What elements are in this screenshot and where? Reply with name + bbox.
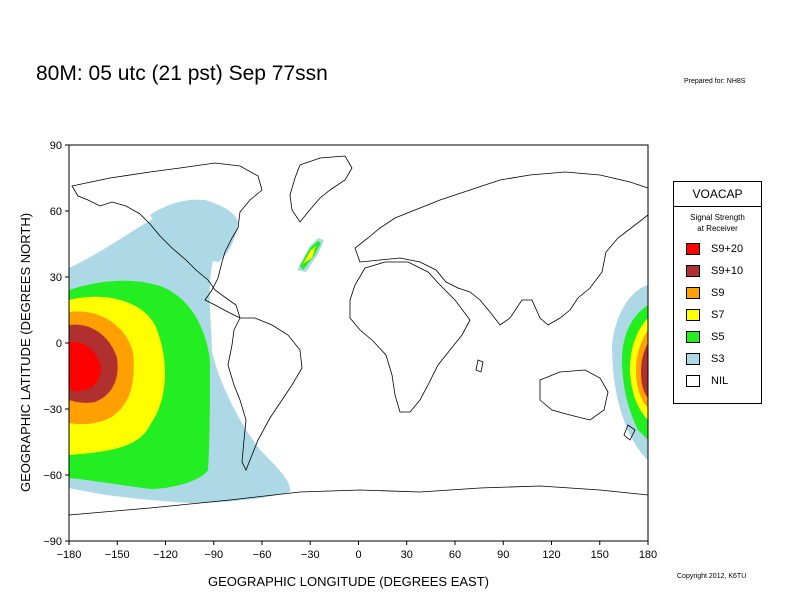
x-tick-labels: −180 −150 −120 −90 −60 −30 0 30 60 90 120 150 180 <box>57 549 658 561</box>
legend-label: S9+20 <box>711 243 744 255</box>
x-tick-label: 60 <box>449 549 461 561</box>
legend-label: S5 <box>711 331 725 343</box>
continent-outlines <box>69 155 648 516</box>
x-axis-label: GEOGRAPHIC LONGITUDE (DEGREES EAST) <box>208 574 489 589</box>
legend-subtitle-line2: at Receiver <box>697 224 738 233</box>
legend-swatch <box>686 243 700 255</box>
y-tick-label: −60 <box>43 470 62 482</box>
legend-label: S3 <box>711 353 725 365</box>
legend-swatch <box>686 309 700 321</box>
legend-swatch <box>686 353 700 365</box>
legend-item-s5: S5 <box>686 328 724 346</box>
zone-s3-north-america <box>150 199 238 262</box>
x-tick-label: 0 <box>355 549 361 561</box>
x-tick-label: 150 <box>591 549 609 561</box>
legend-item-s3: S3 <box>686 350 724 368</box>
y-tick-label: 60 <box>50 206 62 218</box>
legend-title: VOACAP <box>674 182 761 207</box>
y-tick-labels: 90 60 30 0 −30 −60 −90 <box>43 140 62 548</box>
x-tick-label: −120 <box>153 549 178 561</box>
legend-label: S7 <box>711 309 725 321</box>
legend-swatch <box>686 287 700 299</box>
y-tick-label: 90 <box>50 140 62 152</box>
y-axis-ticks <box>65 144 69 542</box>
x-tick-label: 90 <box>497 549 509 561</box>
x-axis-ticks <box>68 541 649 545</box>
y-tick-label: −90 <box>43 536 62 548</box>
y-axis-label: GEOGRAPHIC LATITUDE (DEGREES NORTH) <box>18 212 33 492</box>
x-tick-label: −180 <box>57 549 82 561</box>
zone-s920-west <box>69 341 101 391</box>
legend-item-s9-20: S9+20 <box>686 240 743 258</box>
x-tick-label: 180 <box>639 549 657 561</box>
copyright-note: Copyright 2012, K6TU <box>677 573 747 580</box>
x-tick-label: −60 <box>253 549 272 561</box>
legend-item-s7: S7 <box>686 306 724 324</box>
legend-label: S9+10 <box>711 265 744 277</box>
legend-item-nil: NIL <box>686 372 728 390</box>
x-tick-label: 120 <box>542 549 560 561</box>
legend-subtitle-line1: Signal Strength <box>690 213 745 222</box>
legend-subtitle: Signal Strength at Receiver <box>674 212 761 234</box>
legend-label: S9 <box>711 287 725 299</box>
legend-swatch <box>686 331 700 343</box>
x-tick-label: 30 <box>401 549 413 561</box>
x-tick-label: −150 <box>105 549 130 561</box>
map-title: 80M: 05 utc (21 pst) Sep 77ssn <box>36 62 328 85</box>
prepared-for-note: Prepared for: NH8S <box>684 78 746 85</box>
legend-item-s9-10: S9+10 <box>686 262 743 280</box>
legend-label: NIL <box>711 375 729 387</box>
y-tick-label: 30 <box>50 272 62 284</box>
legend: VOACAP Signal Strength at Receiver S9+20… <box>673 181 762 404</box>
zone-s910-east <box>641 343 648 398</box>
y-tick-label: −30 <box>43 404 62 416</box>
y-tick-label: 0 <box>56 338 62 350</box>
x-tick-label: −30 <box>301 549 320 561</box>
legend-swatch <box>686 375 700 387</box>
legend-swatch <box>686 265 700 277</box>
legend-item-s9: S9 <box>686 284 724 302</box>
x-tick-label: −90 <box>204 549 223 561</box>
zone-s7-greenland <box>303 246 316 264</box>
